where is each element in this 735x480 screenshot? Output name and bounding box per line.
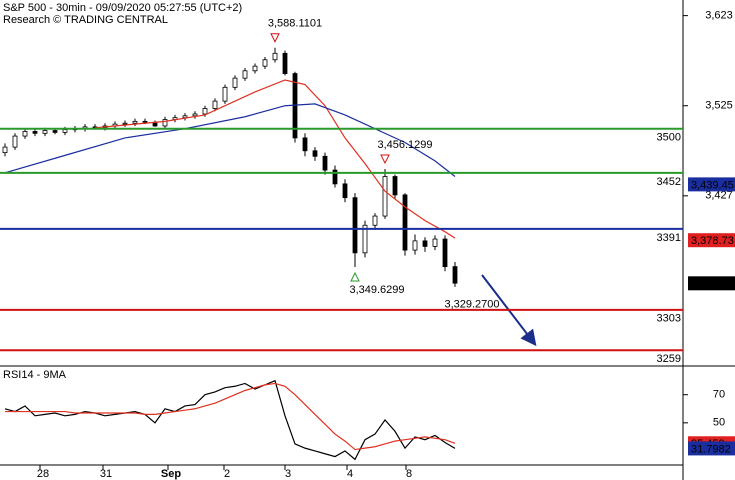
y-tick-label: 3,525 bbox=[705, 100, 733, 112]
candle-body bbox=[262, 59, 268, 67]
level-label: 3391 bbox=[657, 232, 681, 244]
y-tick-label: 50 bbox=[713, 417, 725, 429]
rsi-line bbox=[5, 382, 456, 451]
candle-body bbox=[312, 150, 318, 157]
price-marker-label: 3,439.45 bbox=[691, 179, 734, 191]
x-tick-label: 8 bbox=[406, 468, 412, 480]
annotation-marker bbox=[350, 271, 360, 282]
candle-body bbox=[302, 137, 308, 152]
annotation-marker bbox=[380, 154, 390, 165]
level-label: 3452 bbox=[657, 176, 681, 188]
x-tick-label: 2 bbox=[224, 468, 230, 480]
annotation-label: 3,456.1299 bbox=[377, 139, 432, 151]
candle-body bbox=[42, 130, 48, 134]
price-marker-label: 31.7982 bbox=[691, 443, 731, 455]
candle-body bbox=[452, 266, 458, 284]
candle-body bbox=[142, 120, 148, 123]
y-tick-label: 3,623 bbox=[705, 10, 733, 22]
candle-body bbox=[192, 113, 198, 117]
x-tick-label: 28 bbox=[37, 468, 49, 480]
chart-title: S&P 500 - 30min - 09/09/2020 05:27:55 (U… bbox=[3, 2, 242, 14]
candle-body bbox=[422, 240, 428, 247]
candle-body bbox=[252, 65, 258, 72]
candle-body bbox=[242, 70, 248, 79]
candle-body bbox=[352, 197, 358, 254]
candle-body bbox=[202, 108, 208, 115]
candle-body bbox=[372, 215, 378, 226]
candle-body bbox=[272, 52, 278, 61]
candle-body bbox=[212, 100, 218, 109]
candle-body bbox=[432, 238, 438, 247]
price-marker bbox=[688, 233, 735, 248]
x-tick-label: 4 bbox=[347, 468, 353, 480]
price-marker bbox=[688, 276, 735, 291]
candle-body bbox=[362, 224, 368, 254]
x-tick-label: Sep bbox=[161, 468, 181, 480]
y-tick-label: 70 bbox=[713, 389, 725, 401]
annotation-label: 3,329.2700 bbox=[444, 299, 499, 311]
moving-average bbox=[94, 79, 456, 239]
candle-body bbox=[22, 131, 28, 137]
price-marker bbox=[688, 177, 735, 192]
moving-average bbox=[4, 103, 456, 177]
x-tick-label: 31 bbox=[100, 468, 112, 480]
candle-body bbox=[222, 86, 228, 102]
price-marker bbox=[688, 441, 735, 456]
candle-body bbox=[122, 122, 128, 125]
candle-body bbox=[62, 129, 68, 133]
candle-body bbox=[162, 119, 168, 127]
level-label: 3500 bbox=[657, 132, 681, 144]
panel-title: RSI14 - 9MA bbox=[3, 369, 67, 381]
source: Research © TRADING CENTRAL bbox=[3, 14, 168, 26]
level-label: 3303 bbox=[657, 313, 681, 325]
level-label: 3259 bbox=[657, 353, 681, 365]
candle-body bbox=[132, 120, 138, 124]
candle-body bbox=[382, 176, 388, 217]
candle-body bbox=[2, 146, 8, 154]
candle-body bbox=[342, 183, 348, 199]
price-marker-label: 3,378.73 bbox=[691, 235, 734, 247]
price-marker-label: 3,331.84 bbox=[691, 278, 734, 290]
candle-body bbox=[322, 155, 328, 171]
annotation-label: 3,588.1101 bbox=[268, 18, 322, 30]
candle-body bbox=[282, 52, 288, 74]
candle-body bbox=[12, 135, 18, 148]
annotation-label: 3,349.6299 bbox=[349, 284, 404, 296]
candle-body bbox=[412, 240, 418, 251]
candle-body bbox=[392, 176, 398, 196]
candle-body bbox=[32, 131, 38, 134]
annotation-marker bbox=[270, 33, 280, 43]
candle-body bbox=[402, 194, 408, 251]
candle-body bbox=[52, 130, 58, 133]
x-tick-label: 3 bbox=[285, 468, 291, 480]
candle-body bbox=[332, 169, 338, 185]
y-tick-label: 3,427 bbox=[705, 190, 733, 202]
candle-body bbox=[442, 238, 448, 268]
candle-body bbox=[232, 77, 238, 88]
